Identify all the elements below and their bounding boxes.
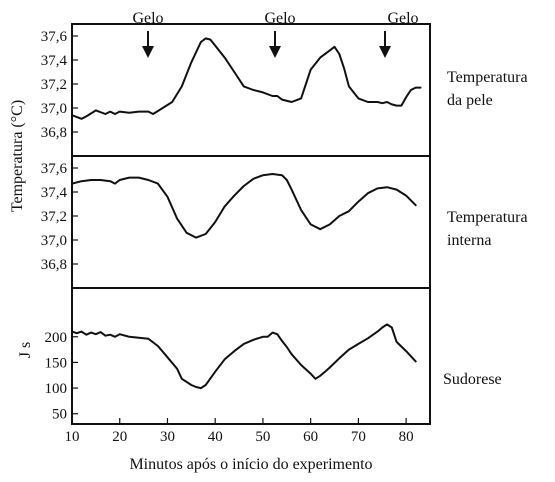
- y-tick-label-sudorese-1: 150: [45, 355, 68, 371]
- x-tick-label-50: 50: [255, 429, 270, 445]
- sweat-y-axis-title: J s: [17, 342, 34, 358]
- marker-arrowhead-2: [269, 46, 281, 58]
- panel-label-sudorese-line1: Sudorese: [443, 371, 502, 388]
- y-tick-label-sudorese-0: 200: [45, 330, 68, 346]
- marker-3: Gelo: [379, 10, 419, 58]
- x-tick-label-20: 20: [112, 429, 127, 445]
- y-tick-label-interna-0: 37,6: [41, 161, 68, 177]
- x-tick-label-60: 60: [303, 429, 318, 445]
- y-tick-label-pele-1: 37,4: [41, 53, 68, 69]
- x-tick-label-70: 70: [351, 429, 366, 445]
- y-axis-title: Temperatura (°C): [9, 100, 26, 212]
- panel-label-sudorese: Sudorese: [443, 371, 502, 388]
- y-tick-label-interna-4: 36,8: [41, 257, 67, 273]
- ticks-layer: 10 20 30 40 50 60 70 80 37,6 37,4 37,2 37,0 36,8 37,6…: [41, 29, 414, 445]
- y-tick-label-interna-3: 37,0: [41, 233, 67, 249]
- plot-frame: [71, 23, 431, 425]
- y-tick-label-interna-2: 37,2: [41, 209, 67, 225]
- panel-label-interna-line2: interna: [447, 232, 491, 249]
- y-tick-label-pele-2: 37,2: [41, 77, 67, 93]
- x-tick-label-80: 80: [399, 429, 414, 445]
- marker-label-2: Gelo: [264, 10, 295, 27]
- marker-arrowhead-1: [142, 46, 154, 58]
- curves-layer: [71, 37, 422, 390]
- x-tick-label-10: 10: [65, 429, 80, 445]
- series-line-sudorese: [71, 323, 417, 390]
- marker-arrowhead-3: [379, 46, 391, 58]
- x-axis-title: Minutos após o início do experimento: [129, 456, 372, 473]
- marker-1: Gelo: [132, 10, 164, 58]
- panel-label-interna-line1: Temperatura: [447, 209, 528, 226]
- x-tick-label-40: 40: [208, 429, 223, 445]
- panel-label-interna: Temperatura interna: [447, 209, 528, 249]
- marker-label-1: Gelo: [132, 10, 163, 27]
- x-tick-label-30: 30: [160, 429, 175, 445]
- y-tick-label-pele-3: 37,0: [41, 101, 67, 117]
- marker-2: Gelo: [264, 10, 296, 58]
- series-line-pele: [71, 37, 422, 120]
- y-tick-label-interna-1: 37,4: [41, 185, 68, 201]
- panel-label-pele-line2: da pele: [447, 92, 493, 109]
- panel-label-pele-line1: Temperatura: [447, 69, 528, 86]
- y-tick-label-pele-4: 36,8: [41, 125, 67, 141]
- y-tick-label-sudorese-3: 50: [52, 407, 67, 423]
- marker-label-3: Gelo: [387, 10, 418, 27]
- y-tick-label-pele-0: 37,6: [41, 29, 68, 45]
- series-line-interna: [71, 173, 417, 239]
- y-tick-label-sudorese-2: 100: [45, 381, 68, 397]
- panel-label-pele: Temperatura da pele: [447, 69, 528, 109]
